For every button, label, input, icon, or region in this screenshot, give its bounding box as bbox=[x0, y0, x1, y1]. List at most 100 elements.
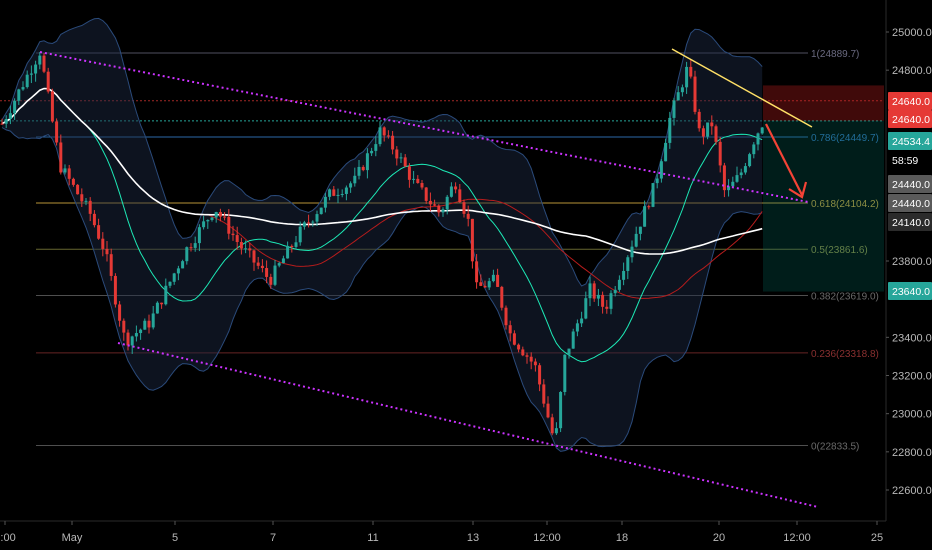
candle-body bbox=[80, 194, 84, 202]
take-profit-zone bbox=[763, 120, 884, 292]
candle-body bbox=[563, 354, 567, 392]
candle-body bbox=[378, 127, 382, 145]
candle-body bbox=[248, 248, 252, 251]
candle-body bbox=[584, 298, 588, 319]
candle-body bbox=[29, 73, 33, 75]
candle-body bbox=[46, 71, 50, 92]
candle-body bbox=[281, 258, 285, 264]
candle-body bbox=[743, 166, 747, 173]
candle-body bbox=[680, 87, 684, 93]
candle-body bbox=[323, 196, 327, 208]
candle-body bbox=[491, 274, 495, 282]
candle-body bbox=[714, 126, 718, 142]
candle-body bbox=[298, 226, 302, 243]
candle-body bbox=[336, 194, 340, 196]
candle-body bbox=[466, 213, 470, 219]
resistance-trendline bbox=[671, 48, 813, 128]
candle-body bbox=[319, 207, 323, 215]
candle-body bbox=[731, 181, 735, 187]
candle-body bbox=[374, 144, 378, 151]
candle-body bbox=[554, 428, 558, 434]
candle-body bbox=[412, 178, 416, 180]
candle-body bbox=[311, 221, 315, 223]
candle-body bbox=[479, 282, 483, 286]
candle-body bbox=[596, 294, 600, 299]
time-axis-tick-label: 25 bbox=[871, 532, 883, 544]
price-tag bbox=[888, 213, 932, 231]
candle-body bbox=[428, 200, 432, 205]
candle-body bbox=[651, 183, 655, 207]
candle-body bbox=[181, 261, 185, 269]
candle-body bbox=[277, 263, 281, 266]
candle-body bbox=[403, 157, 407, 167]
candle-body bbox=[227, 216, 231, 234]
candle-body bbox=[134, 333, 138, 337]
candle-body bbox=[458, 189, 462, 203]
candle-body bbox=[500, 286, 504, 308]
price-axis-tick-label: 23200.0 bbox=[892, 371, 932, 383]
candle-body bbox=[109, 254, 113, 276]
candle-body bbox=[13, 100, 17, 114]
time-axis-tick-label: 18 bbox=[616, 532, 628, 544]
candle-body bbox=[550, 417, 554, 434]
candle-body bbox=[260, 265, 264, 269]
price-tag-label: 24640.0 bbox=[892, 114, 930, 126]
price-tag bbox=[888, 194, 932, 212]
candle-body bbox=[559, 391, 563, 429]
candle-body bbox=[340, 193, 344, 195]
candle-body bbox=[42, 55, 46, 72]
candle-body bbox=[206, 219, 210, 222]
price-axis-tick-label: 22600.0 bbox=[892, 485, 932, 497]
candle-body bbox=[685, 66, 689, 88]
candle-body bbox=[344, 187, 348, 194]
price-tag-label: 24440.0 bbox=[892, 198, 930, 210]
candle-body bbox=[189, 247, 193, 249]
price-tag bbox=[888, 110, 932, 128]
candle-body bbox=[701, 128, 705, 137]
candle-body bbox=[202, 221, 206, 228]
candle-body bbox=[168, 281, 172, 286]
fib-level-label: 0.382(23619.0) bbox=[811, 292, 879, 303]
candle-body bbox=[328, 189, 332, 197]
candlesticks bbox=[0, 52, 764, 436]
candle-body bbox=[63, 168, 67, 173]
price-tag bbox=[888, 132, 932, 150]
candle-body bbox=[512, 333, 516, 345]
candle-body bbox=[244, 248, 248, 250]
candle-body bbox=[756, 133, 760, 145]
candle-body bbox=[294, 242, 298, 247]
candle-body bbox=[533, 361, 537, 366]
candle-body bbox=[634, 233, 638, 247]
ma-20-line bbox=[1, 87, 763, 363]
candle-body bbox=[71, 178, 75, 185]
candle-body bbox=[38, 55, 42, 65]
candle-body bbox=[449, 186, 453, 197]
candle-body bbox=[735, 175, 739, 182]
candle-body bbox=[256, 262, 260, 266]
price-axis-tick-label: 24800.0 bbox=[892, 65, 932, 77]
fib-level-label: 0(22833.5) bbox=[811, 441, 859, 452]
price-axis-tick-label: 25000.0 bbox=[892, 27, 932, 39]
candle-body bbox=[454, 186, 458, 190]
candle-body bbox=[546, 403, 550, 418]
candle-body bbox=[210, 217, 214, 220]
candle-body bbox=[525, 355, 529, 357]
candle-body bbox=[697, 111, 701, 129]
fib-level-label: 0.236(23318.8) bbox=[811, 349, 879, 360]
price-axis-bg bbox=[886, 0, 932, 550]
candle-body bbox=[92, 213, 96, 226]
candle-body bbox=[567, 348, 571, 355]
candle-body bbox=[622, 270, 626, 280]
candle-body bbox=[139, 329, 143, 334]
candle-body bbox=[290, 245, 294, 247]
time-axis-tick-label: May bbox=[62, 532, 83, 544]
candle-body bbox=[718, 141, 722, 166]
candle-body bbox=[496, 274, 500, 287]
candle-body bbox=[441, 209, 445, 213]
candle-body bbox=[659, 161, 663, 179]
price-axis-tick-label: 23800.0 bbox=[892, 256, 932, 268]
candle-body bbox=[508, 325, 512, 334]
bollinger-lower bbox=[1, 127, 763, 452]
candle-body bbox=[286, 245, 290, 259]
